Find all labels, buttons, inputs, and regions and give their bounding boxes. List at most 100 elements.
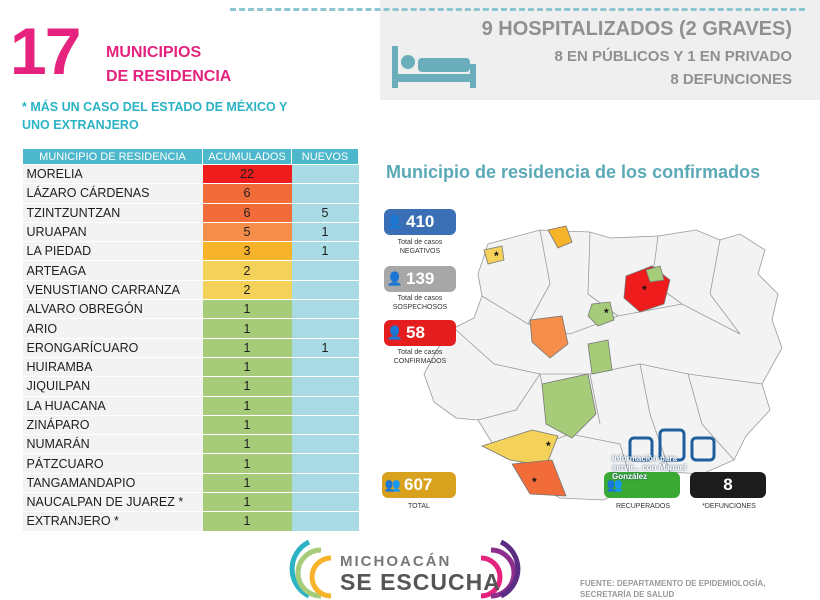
nuevos-cell	[291, 415, 359, 436]
table-row: LA HUACANA 1	[22, 396, 359, 416]
acumulados-cell: 1	[202, 376, 292, 397]
table-row: MORELIA 22	[22, 164, 359, 185]
municipio-cell: LA HUACANA	[22, 396, 203, 416]
sospechosos-label: Total de casos SOSPECHOSOS	[375, 294, 465, 312]
acumulados-cell: 22	[202, 164, 292, 185]
source-line-2: SECRETARÍA DE SALUD	[580, 590, 675, 599]
acumulados-cell: 2	[202, 280, 292, 301]
acumulados-cell: 1	[202, 396, 292, 416]
logo-line-1: MICHOACÁN	[340, 553, 452, 570]
watermark-logo-icon	[628, 428, 716, 462]
total-label: TOTAL	[408, 503, 430, 510]
title-line-2: DE RESIDENCIA	[106, 68, 232, 85]
table-row: EXTRANJERO * 1	[22, 511, 359, 532]
nuevos-cell	[291, 280, 359, 301]
table-row: ALVARO OBREGÓN 1	[22, 299, 359, 320]
map-title: Municipio de residencia de los confirmad…	[386, 162, 761, 182]
acumulados-cell: 1	[202, 318, 292, 339]
col-header-nuevos: NUEVOS	[291, 148, 359, 165]
dashed-divider	[230, 8, 805, 11]
source-line-1: FUENTE: DEPARTAMENTO DE EPIDEMIOLOGÍA,	[580, 579, 766, 588]
recuperados-pill: 👥	[604, 472, 680, 498]
nuevos-cell	[291, 376, 359, 397]
person-icon: 👤	[386, 214, 404, 229]
region-uruapan	[529, 315, 569, 359]
table-row: VENUSTIANO CARRANZA 2	[22, 280, 359, 301]
recuperados-label: RECUPERADOS	[615, 503, 671, 510]
group-icon: 👥	[384, 477, 402, 492]
municipio-cell: LÁZARO CÁRDENAS	[22, 183, 203, 204]
municipio-cell: URUAPAN	[22, 222, 203, 243]
nuevos-cell	[291, 511, 359, 532]
col-header-municipio: MUNICIPIO DE RESIDENCIA	[22, 148, 203, 165]
negativos-label-2: NEGATIVOS	[399, 248, 441, 255]
confirmados-label-2: CONFIRMADOS	[393, 358, 447, 365]
municipio-cell: ARTEAGA	[22, 260, 203, 281]
defunciones-label: *DEFUNCIONES	[702, 503, 756, 510]
municipio-cell: VENUSTIANO CARRANZA	[22, 280, 203, 301]
nuevos-cell	[291, 164, 359, 185]
region-jiquilpan	[483, 245, 505, 265]
acumulados-cell: 1	[202, 453, 292, 474]
region-la-piedad	[547, 225, 573, 249]
watermark-line-2: servir... con Manuel	[612, 463, 687, 472]
total-pill: 👥 607	[382, 472, 456, 498]
region-green-north	[645, 265, 665, 283]
municipio-cell: NUMARÁN	[22, 434, 203, 455]
table-header-row: MUNICIPIO DE RESIDENCIA ACUMULADOS NUEVO…	[22, 148, 359, 165]
defunciones-pill: 8	[690, 472, 766, 498]
extra-cases-note: * MÁS UN CASO DEL ESTADO DE MÉXICO Y UNO…	[22, 100, 288, 132]
sospechosos-label-1: Total de casos	[397, 295, 443, 302]
table-row: PÁTZCUARO 1	[22, 453, 359, 474]
nuevos-cell	[291, 357, 359, 378]
acumulados-cell: 2	[202, 260, 292, 281]
acumulados-cell: 1	[202, 357, 292, 378]
sospechosos-pill: 👤 139	[384, 266, 456, 292]
municipio-cell: EXTRANJERO *	[22, 511, 203, 532]
table-row: TANGAMANDAPIO 1	[22, 473, 359, 494]
confirmados-pill: 👤 58	[384, 320, 456, 346]
bed-icon	[392, 46, 476, 88]
table-row: ZINÁPARO 1	[22, 415, 359, 436]
public-private-text: 8 EN PÚBLICOS Y 1 EN PRIVADO	[554, 48, 792, 65]
watermark-text: Información para servir... con Manuel Go…	[612, 454, 686, 481]
logo-arcs-icon	[289, 539, 521, 599]
sospechosos-label-2: SOSPECHOSOS	[392, 304, 448, 311]
total-value: 607	[404, 475, 433, 494]
title-line-1: MUNICIPIOS	[106, 44, 202, 61]
table-row: TZINTZUNTZAN 6 5	[22, 203, 359, 223]
nuevos-cell	[291, 183, 359, 204]
acumulados-cell: 1	[202, 434, 292, 455]
svg-text:*: *	[532, 475, 537, 489]
acumulados-cell: 1	[202, 299, 292, 320]
nuevos-cell	[291, 396, 359, 416]
table-row: LA PIEDAD 3 1	[22, 241, 359, 262]
municipality-table: MUNICIPIO DE RESIDENCIA ACUMULADOS NUEVO…	[22, 148, 359, 532]
sospechosos-value: 139	[406, 269, 435, 288]
nuevos-cell: 1	[291, 241, 359, 262]
acumulados-cell: 6	[202, 203, 292, 223]
svg-text:*: *	[546, 439, 551, 453]
nuevos-cell	[291, 260, 359, 281]
nuevos-cell	[291, 473, 359, 494]
municipality-count: 17	[10, 14, 81, 88]
watermark-line-3: González	[612, 472, 648, 481]
nuevos-cell	[291, 434, 359, 455]
municipio-cell: ERONGARÍCUARO	[22, 338, 203, 358]
nuevos-cell: 5	[291, 203, 359, 223]
nuevos-cell	[291, 453, 359, 474]
table-row: HUIRAMBA 1	[22, 357, 359, 378]
table-row: NAUCALPAN DE JUAREZ * 1	[22, 492, 359, 513]
svg-text:*: *	[494, 249, 499, 263]
confirmados-label-1: Total de casos	[397, 349, 443, 356]
watermark-line-1: Información para	[612, 454, 677, 463]
negativos-label-1: Total de casos	[397, 239, 443, 246]
acumulados-cell: 1	[202, 338, 292, 358]
negativos-pill: 👤 410	[384, 209, 456, 235]
table-row: ERONGARÍCUARO 1 1	[22, 338, 359, 358]
confirmados-label: Total de casos CONFIRMADOS	[375, 348, 465, 366]
nuevos-cell	[291, 299, 359, 320]
region-green-ario	[587, 339, 613, 375]
table-row: URUAPAN 5 1	[22, 222, 359, 243]
municipio-cell: TZINTZUNTZAN	[22, 203, 203, 223]
